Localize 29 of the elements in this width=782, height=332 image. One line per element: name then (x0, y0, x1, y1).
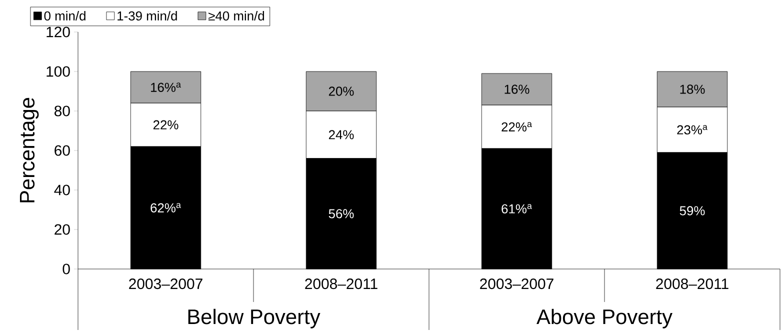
legend-label: 1-39 min/d (118, 11, 177, 21)
y-axis-title: Percentage (20, 98, 39, 202)
y-tick-label: 60 (54, 145, 70, 156)
data-label: 23%$^{a}$ (677, 125, 708, 135)
data-label: 56% (328, 209, 354, 218)
legend-label: ≥40 min/d (208, 11, 264, 21)
data-label: 16% (504, 84, 530, 94)
y-tick-label: 120 (46, 26, 70, 38)
y-tick-label: 20 (54, 224, 70, 235)
text: Above Poverty (536, 309, 672, 329)
data-label: 22%$^{a}$ (502, 122, 532, 132)
data-label: 59% (680, 206, 705, 216)
data-label: 20% (328, 86, 354, 96)
x-tick-label: 2003–2007 (129, 278, 202, 290)
y-tick-label: 80 (54, 106, 70, 116)
legend-label: 0 min/d (44, 11, 86, 21)
y-tick-label: 40 (54, 184, 70, 196)
data-label: 16%$^{a}$ (151, 82, 181, 92)
y-tick-label: 100 (46, 66, 70, 77)
data-label: 18% (680, 84, 705, 94)
data-label: 24% (328, 130, 354, 140)
text: Below Poverty (188, 309, 320, 329)
x-tick-label: 2008–2011 (656, 278, 728, 290)
data-label: 61%$^{a}$ (502, 204, 532, 214)
data-label: 62%$^{a}$ (150, 203, 181, 213)
y-tick-label: 0 (62, 264, 70, 274)
x-tick-label: 2003–2007 (480, 278, 554, 290)
x-tick-label: 2008–2011 (305, 278, 378, 290)
data-label: 22% (153, 120, 178, 130)
